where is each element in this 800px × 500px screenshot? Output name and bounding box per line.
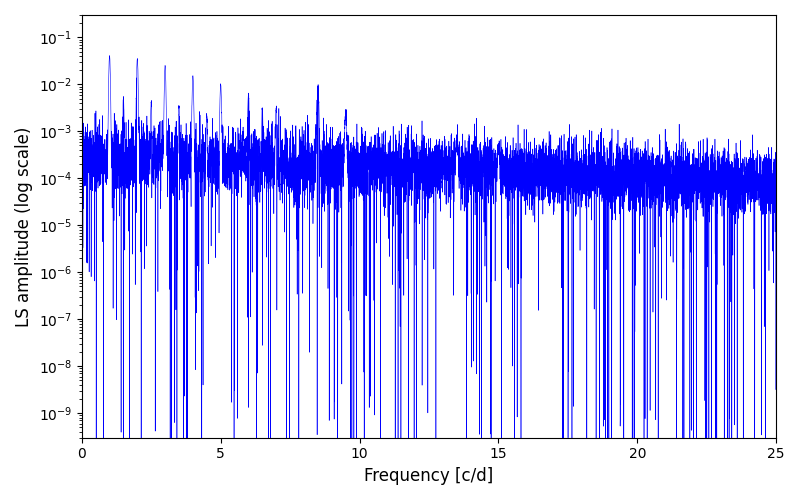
Y-axis label: LS amplitude (log scale): LS amplitude (log scale) [15,126,33,326]
X-axis label: Frequency [c/d]: Frequency [c/d] [364,467,494,485]
